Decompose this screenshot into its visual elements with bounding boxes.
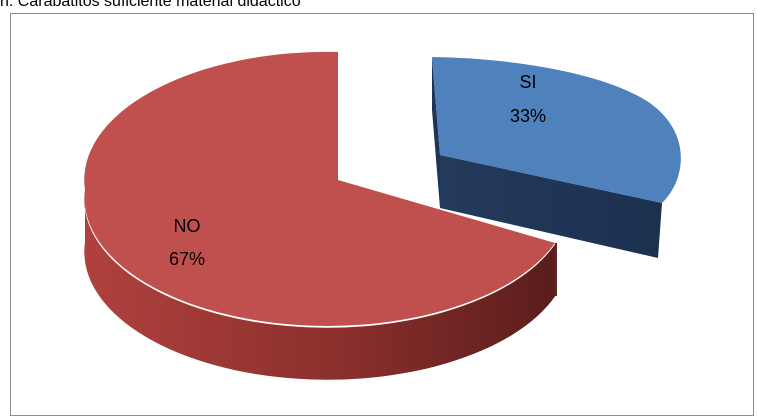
- slice-si: [432, 57, 681, 258]
- slice-no-front-edge: [555, 243, 557, 296]
- chart-title: h. Carabatitos suficiente material didác…: [0, 0, 301, 10]
- chart-title-strip: h. Carabatitos suficiente material didác…: [0, 0, 757, 12]
- data-label-si-category: SI: [519, 72, 536, 92]
- slice-si-top: [432, 57, 681, 203]
- slice-no-top: [84, 51, 555, 326]
- slice-no: [84, 51, 557, 380]
- data-label-no-category: NO: [174, 216, 201, 236]
- data-label-no-value: 67%: [169, 249, 205, 269]
- slice-no-side: [84, 190, 557, 380]
- data-label-si-value: 33%: [510, 106, 546, 126]
- slice-si-inner-face: [432, 57, 440, 208]
- slice-si-side: [440, 155, 662, 258]
